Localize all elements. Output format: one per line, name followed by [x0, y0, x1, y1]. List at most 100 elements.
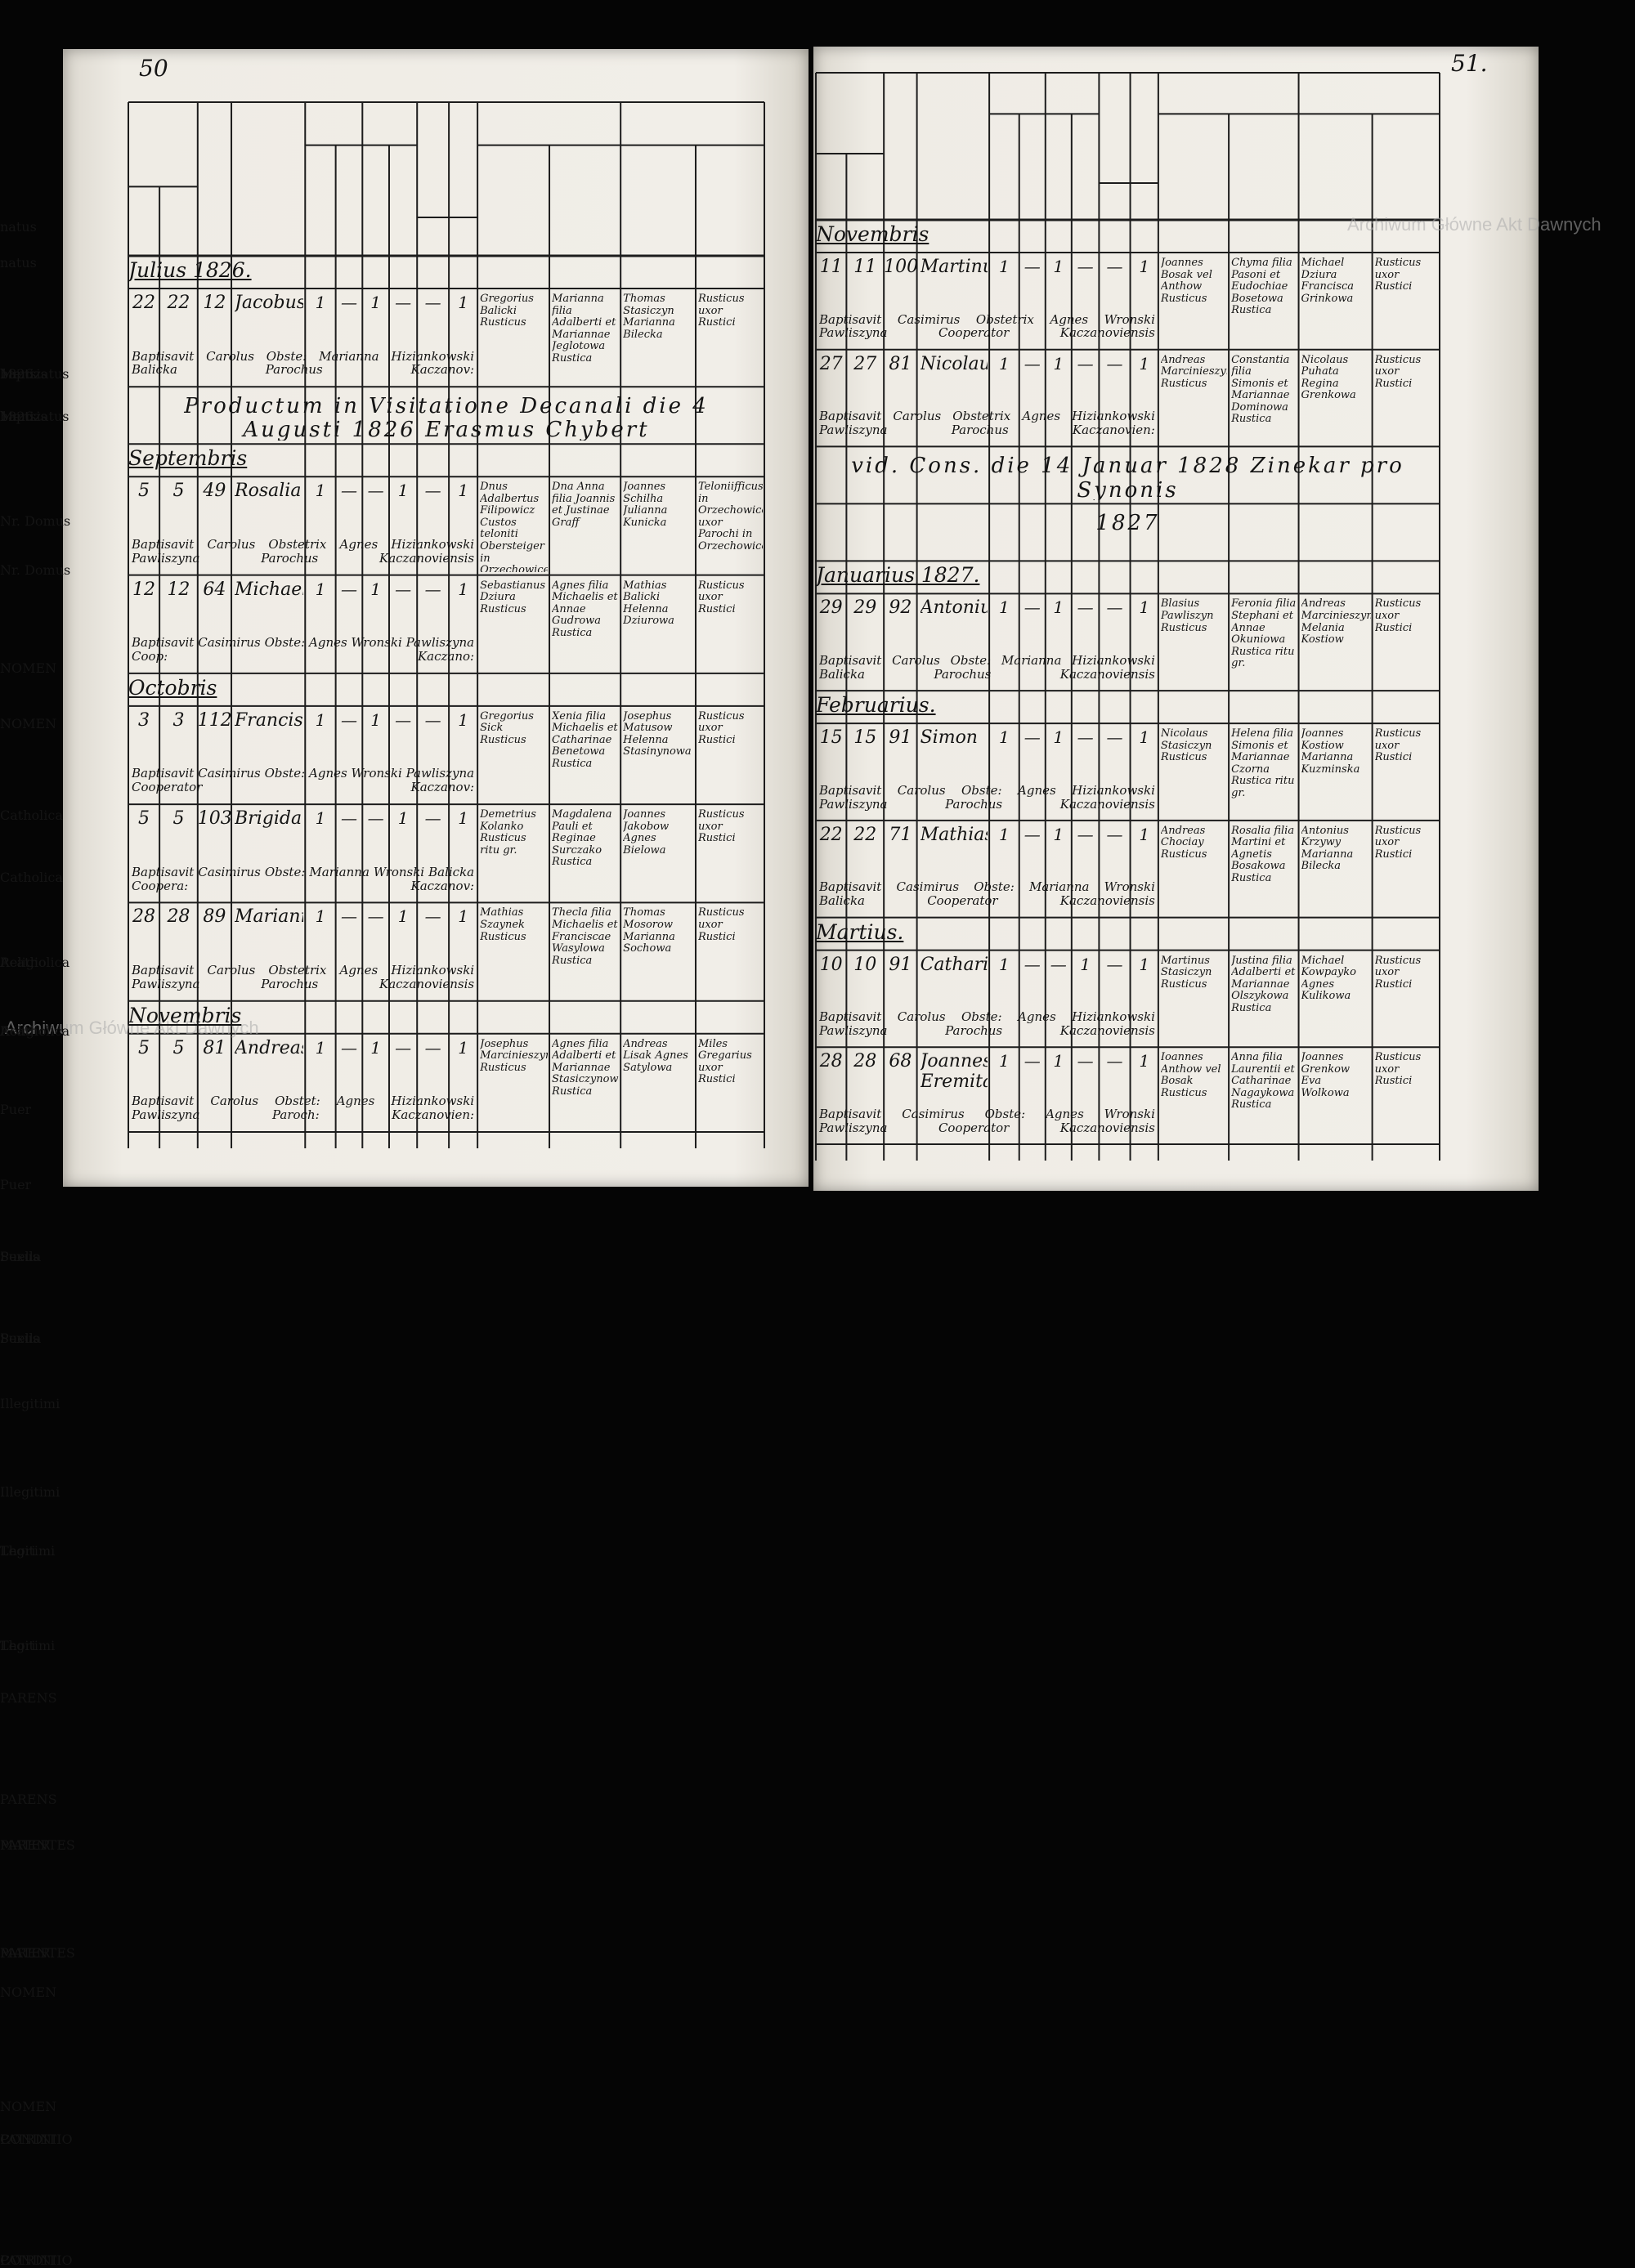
religion-sex-mark: 1: [1139, 1052, 1150, 1071]
header-nomen: NOMEN: [0, 661, 57, 676]
entry-baptizatus: 5: [172, 809, 185, 830]
entry-natus: 3: [138, 710, 150, 731]
religion-sex-mark: —: [1106, 598, 1123, 618]
month-label: Januarius 1827.: [816, 564, 980, 588]
entry-nomen: Mathias: [920, 825, 988, 845]
religion-sex-mark: 1: [1139, 728, 1150, 748]
entry-mater: Dna Anna filia Joannis et Justinae Graff: [552, 481, 616, 529]
religion-sex-mark: 1: [458, 579, 468, 599]
entry-natus: 11: [819, 257, 843, 277]
religion-sex-mark: —: [395, 293, 412, 312]
entry-nomen: Nicolaus: [920, 354, 988, 374]
religion-sex-mark: 1: [458, 710, 468, 730]
header-nomen: NOMEN: [0, 717, 57, 731]
entry-mater: Magdalena Pauli et Reginae Surczako Rust…: [552, 809, 612, 869]
header-natus: natus: [0, 256, 37, 271]
entry-patrini: Andreas Marcinieszyn Melania Kostiow: [1301, 598, 1371, 646]
header-illegitimi: Illegitimi: [0, 1485, 60, 1500]
entry-natus: 5: [138, 481, 150, 502]
religion-sex-mark: 1: [315, 907, 326, 927]
entry-nomen: Franciscus: [235, 710, 303, 731]
religion-sex-mark: —: [424, 809, 441, 829]
religion-sex-mark: —: [1024, 825, 1041, 844]
entry-baptism-note: Baptisavit Carolus Obstetrix Agnes Hizia…: [132, 964, 475, 991]
religion-sex-mark: —: [1077, 257, 1094, 276]
entry-domus: 91: [889, 728, 912, 749]
header-parens: PARENS: [0, 1792, 57, 1807]
entry-domus: 64: [203, 579, 226, 600]
entry-natus: 5: [138, 809, 150, 830]
religion-sex-mark: —: [424, 293, 441, 312]
header-year: 1826: [0, 409, 34, 424]
entry-baptism-note: Baptisavit Carolus Obste: Marianna Hizia…: [132, 349, 475, 378]
religion-sex-mark: 1: [315, 710, 326, 730]
religion-sex-mark: —: [1077, 598, 1094, 618]
entry-domus: 103: [197, 809, 232, 830]
religion-sex-mark: —: [1024, 257, 1041, 276]
entry-nomen: Catharina: [920, 955, 988, 975]
entry-baptizatus: 12: [167, 579, 190, 600]
header-thori: Thori: [0, 1639, 36, 1653]
entry-domus: 49: [203, 481, 226, 502]
entry-natus: 29: [819, 598, 843, 619]
header-religio: Religio: [0, 955, 47, 970]
entry-mater: Xenia filia Michaelis et Catharinae Bene…: [552, 710, 618, 771]
religion-sex-mark: —: [340, 293, 357, 312]
entry-mater: Anna filia Laurentii et Catharinae Nagay…: [1231, 1052, 1295, 1112]
header-puella: Puella: [0, 1331, 42, 1346]
month-label: Septembris: [128, 447, 248, 471]
header-patrini-nomen: NOMEN: [0, 2100, 57, 2114]
entry-domus: 89: [203, 907, 226, 928]
religion-sex-mark: —: [367, 481, 384, 501]
religion-sex-mark: 1: [999, 354, 1010, 374]
entry-patrini: Andreas Lisak Agnes Satylowa: [623, 1038, 688, 1074]
month-label: Julius 1826.: [128, 259, 252, 282]
header-puer: Puer: [0, 1103, 32, 1117]
religion-sex-mark: —: [424, 907, 441, 927]
entry-natus: 5: [138, 1038, 150, 1058]
entry-domus: 92: [889, 598, 912, 619]
entry-baptism-note: Baptisavit Carolus Obstetrix Agnes Hizia…: [132, 537, 475, 566]
entry-domus: 100: [884, 257, 917, 277]
religion-sex-mark: 1: [1139, 257, 1150, 276]
entry-baptism-note: Baptisavit Casimirus Obste: Marianna Wro…: [819, 880, 1155, 909]
religion-sex-mark: —: [424, 579, 441, 599]
entry-natus: 15: [819, 728, 843, 749]
religion-sex-mark: 1: [999, 257, 1010, 276]
religion-sex-mark: 1: [1080, 955, 1091, 974]
religion-sex-mark: —: [1077, 1052, 1094, 1071]
religion-sex-mark: 1: [315, 1038, 326, 1058]
religion-sex-mark: —: [395, 710, 412, 730]
header-patrini-nomen: NOMEN: [0, 1985, 57, 2000]
entry-baptizatus: 28: [853, 1052, 877, 1072]
entry-patrini: Antonius Krzywy Marianna Bilecka: [1301, 825, 1354, 873]
entry-nomen: Simon: [920, 728, 978, 749]
entry-baptizatus: 27: [853, 354, 877, 374]
religion-sex-mark: —: [340, 907, 357, 927]
entry-patrini: Michael Dziura Francisca Grinkowa: [1301, 257, 1355, 305]
religion-sex-mark: 1: [458, 1038, 468, 1058]
entry-patrini: Joannes Schilha Julianna Kunicka: [623, 481, 668, 529]
entry-baptism-note: Baptisavit Carolus Obste: Agnes Hizianko…: [819, 783, 1155, 812]
entry-mater: Constantia filia Simonis et Mariannae Do…: [1231, 354, 1290, 426]
header-puer: Puer: [0, 1178, 32, 1192]
religion-sex-mark: —: [1077, 825, 1094, 844]
entry-parens: Josephus Marcinieszyn Rusticus: [480, 1038, 549, 1074]
header-mensis: Mensis: [0, 409, 47, 424]
religion-sex-mark: 1: [458, 809, 468, 829]
religion-sex-mark: 1: [397, 809, 409, 829]
entry-parens: Nicolaus Stasiczyn Rusticus: [1160, 728, 1212, 764]
entry-baptism-note: Baptisavit Carolus Obstet: Agnes Hiziank…: [132, 1094, 475, 1123]
religion-sex-mark: —: [340, 710, 357, 730]
entry-conditio: Rusticus uxor Rustici: [697, 579, 745, 615]
header-catholica: Catholica: [0, 870, 63, 885]
entry-patrini: Joannes Grenkow Eva Wolkowa: [1301, 1052, 1351, 1099]
entry-baptizatus: 15: [853, 728, 877, 749]
header-baptizatus: baptizatus: [0, 409, 69, 424]
entry-baptism-note: Baptisavit Casimirus Obste: Agnes Wronsk…: [819, 1107, 1155, 1135]
entry-patrini: Nicolaus Puhata Regina Grenkowa: [1301, 354, 1356, 402]
entry-conditio: Rusticus uxor Rustici: [1374, 354, 1422, 390]
religion-sex-mark: —: [1106, 825, 1123, 844]
religion-sex-mark: —: [1106, 728, 1123, 748]
entry-conditio: Rusticus uxor Rustici: [1374, 825, 1422, 861]
